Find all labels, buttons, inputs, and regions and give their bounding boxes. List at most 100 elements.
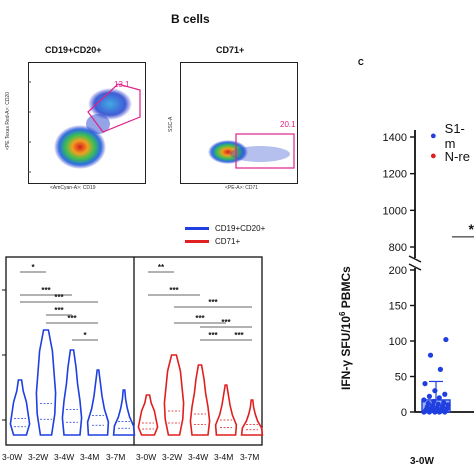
flow-plot-cd19-cd20	[28, 62, 146, 184]
y-axis-title-main: IFN-γ SFU/10	[339, 315, 353, 390]
data-point	[431, 398, 437, 404]
significance-label: ***	[54, 293, 64, 302]
legend-label: S1-m	[444, 121, 465, 151]
data-point	[437, 366, 443, 372]
violin-shape	[61, 349, 83, 436]
x-label: 3-2W	[162, 452, 183, 462]
y-axis-label-2: SSC-A	[168, 116, 174, 132]
significance-label: ***	[54, 306, 64, 315]
gate-value-1: 13.1	[114, 80, 130, 89]
x-label: 3-4W	[54, 452, 75, 462]
data-point	[430, 403, 436, 409]
violin-x-labels: 3-0W 3-2W 3-4W 3-4M 3-7M 3-0W 3-2W 3-4W …	[0, 452, 272, 472]
main-population	[208, 140, 248, 164]
violin-shape	[137, 394, 159, 436]
flow-plot-cd71	[180, 62, 298, 184]
data-point	[435, 401, 441, 407]
legend-item-n: ● N-re	[430, 146, 474, 166]
x-label: 3-4W	[188, 452, 209, 462]
data-point	[425, 400, 431, 407]
x-axis-label-1: <AmCyan-A>: CD19	[50, 185, 96, 191]
violin-shape	[35, 329, 57, 436]
gate-value-2: 20.1	[280, 120, 296, 129]
data-point	[443, 336, 449, 343]
legend-swatch-red	[185, 239, 209, 243]
x-label: 3-4M	[80, 452, 100, 462]
violin-shape	[112, 389, 136, 436]
y-tick-label: 0	[401, 407, 407, 419]
x-label-scatter: 3-0W	[410, 456, 434, 467]
data-point	[426, 393, 432, 399]
legend-swatch-blue	[185, 226, 209, 230]
significance-label: *	[83, 331, 87, 340]
significance-label: ***	[208, 331, 218, 340]
violin-shape	[9, 379, 31, 436]
y-axis-title-tail: PBMCs	[339, 266, 353, 312]
violin-shape	[189, 364, 211, 436]
legend-dot-red: ●	[430, 150, 437, 162]
significance-label: ***	[234, 331, 244, 340]
x-label: 3-4M	[214, 452, 234, 462]
significance-label: ***	[221, 318, 231, 327]
gate-label-cd19-cd20: CD19+CD20+	[45, 45, 102, 55]
gate-label-cd71: CD71+	[216, 45, 245, 55]
violin-shape	[240, 399, 264, 436]
significance-label: ***	[208, 298, 218, 307]
violin-shape	[163, 354, 185, 436]
violin-plot-panel: **********************************	[2, 256, 264, 446]
y-tick-label: 1200	[383, 169, 407, 181]
y-tick-label: 150	[389, 301, 407, 313]
significance-label: *	[469, 221, 474, 237]
legend-item-1: CD19+CD20+	[185, 222, 265, 234]
axis-break-mark	[408, 255, 422, 263]
y-tick-label: 1000	[383, 205, 407, 217]
significance-label: ***	[41, 286, 51, 295]
violin-legend: CD19+CD20+ CD71+	[185, 222, 265, 248]
panel-c-letter: C	[358, 58, 364, 67]
x-label: 3-2W	[28, 452, 49, 462]
legend-label: CD71+	[215, 236, 241, 246]
legend-label: CD19+CD20+	[215, 223, 266, 233]
axis-break-mark	[408, 263, 422, 271]
significance-label: ***	[169, 286, 179, 295]
y-tick-label: 800	[389, 242, 407, 254]
panel-b-title: B cells	[171, 12, 210, 26]
x-label: 3-0W	[2, 452, 23, 462]
y-axis-title-sup: 6	[338, 311, 347, 316]
x-label: 3-0W	[136, 452, 157, 462]
data-point	[421, 397, 427, 403]
y-axis-title: IFN-γ SFU/106 PBMCs	[338, 266, 353, 390]
data-point	[427, 352, 434, 358]
panel-c-legend: ● S1-m ● N-re	[430, 121, 474, 166]
data-point	[441, 400, 447, 406]
gate-polygon	[87, 83, 141, 133]
legend-label: N-re	[444, 148, 470, 164]
y-ticks	[28, 81, 31, 173]
gate-rectangle	[235, 133, 295, 169]
y-tick-label: 50	[395, 372, 407, 384]
scatter-chart: 800 1000 1200 1400 0 50 100 150 200 *	[383, 130, 474, 419]
significance-label: ***	[195, 314, 205, 323]
y-tick-label: 1400	[383, 132, 407, 144]
y-tick-label: 100	[389, 336, 407, 348]
data-point	[422, 381, 428, 387]
violin-shape	[86, 369, 110, 436]
legend-item-s1: ● S1-m	[430, 121, 474, 151]
x-axis-label-2: <PE-A>: CD71	[225, 185, 259, 191]
data-point	[436, 395, 442, 401]
violin-shape	[214, 384, 238, 436]
significance-label: ***	[67, 314, 77, 323]
x-label: 3-7M	[106, 452, 126, 462]
gated-population	[88, 88, 132, 120]
x-label: 3-7M	[240, 452, 260, 462]
significance-label: **	[158, 263, 165, 272]
main-population	[54, 125, 106, 169]
y-axis-label-1: <PE Texas Red-A>: CD20	[5, 92, 11, 150]
data-point	[445, 402, 451, 408]
significance-label: *	[31, 263, 35, 272]
data-point	[442, 391, 448, 397]
legend-item-2: CD71+	[185, 234, 265, 248]
y-tick-label: 200	[389, 265, 407, 277]
legend-dot-blue: ●	[430, 130, 437, 142]
data-point	[432, 388, 438, 394]
